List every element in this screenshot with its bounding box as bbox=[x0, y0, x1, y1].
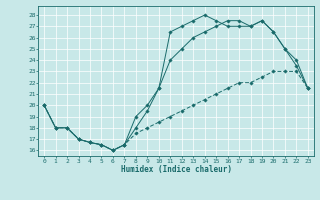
X-axis label: Humidex (Indice chaleur): Humidex (Indice chaleur) bbox=[121, 165, 231, 174]
